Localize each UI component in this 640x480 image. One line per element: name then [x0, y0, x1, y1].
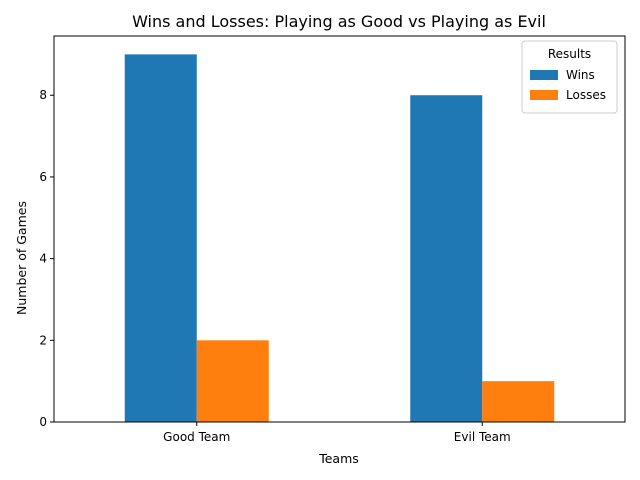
- legend-label-wins: Wins: [566, 68, 595, 82]
- legend-title: Results: [548, 47, 591, 61]
- y-tick-label: 2: [39, 333, 47, 347]
- y-axis-label: Number of Games: [14, 201, 29, 315]
- bar-losses-0: [196, 340, 269, 422]
- chart-title: Wins and Losses: Playing as Good vs Play…: [132, 12, 546, 31]
- y-tick-label: 4: [39, 252, 47, 266]
- x-tick-label: Good Team: [163, 430, 230, 444]
- y-tick-label: 6: [39, 170, 47, 184]
- y-tick-label: 8: [39, 88, 47, 102]
- bar-losses-1: [482, 381, 555, 422]
- legend-swatch-wins: [530, 70, 558, 80]
- plot-frame: [53, 35, 626, 423]
- legend-swatch-losses: [530, 90, 558, 100]
- bar-wins-0: [124, 54, 197, 422]
- y-tick-label: 0: [39, 415, 47, 429]
- bar-wins-1: [410, 95, 483, 423]
- x-axis-label: Teams: [318, 451, 359, 466]
- x-tick-label: Evil Team: [454, 430, 511, 444]
- legend: Results Wins Losses: [521, 40, 618, 114]
- legend-label-losses: Losses: [566, 88, 606, 102]
- plot-area: 0 2 4 6 8 Good Team Evil Team: [39, 35, 626, 444]
